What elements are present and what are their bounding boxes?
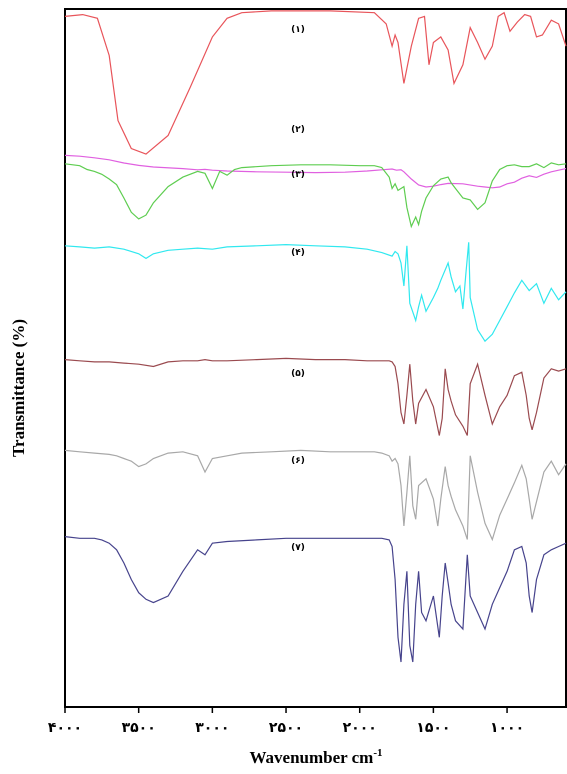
series-label-5: (۵) <box>291 369 305 379</box>
series-label-7: (۷) <box>291 543 305 553</box>
series-line-2 <box>64 154 567 189</box>
x-tick-label-5: ۲۰۰۰ <box>343 720 377 736</box>
x-tick-label-3: ۳۰۰۰ <box>195 720 229 736</box>
curve-label-layer: (۱) (۲) (۳) (۴) (۵) (۶) (۷) <box>291 25 305 553</box>
x-axis-title: Wavenumber cm-1 <box>249 747 382 767</box>
series-label-6: (۶) <box>291 456 305 466</box>
series-line-6 <box>64 449 567 542</box>
plot-frame <box>64 8 567 708</box>
series-label-2: (۲) <box>291 125 305 135</box>
series-line-7 <box>64 536 567 663</box>
x-axis-ticks: ۴۰۰۰ ۳۵۰۰ ۳۰۰۰ ۲۵۰۰ ۲۰۰۰ ۱۵۰۰ ۱۰۰۰ <box>48 707 524 736</box>
series-label-3: (۳) <box>291 170 305 180</box>
x-tick-label-2: ۳۵۰۰ <box>122 720 156 736</box>
series-line-5 <box>64 357 567 436</box>
series-line-1 <box>64 10 567 155</box>
x-tick-label-6: ۱۵۰۰ <box>416 720 450 736</box>
series-label-1: (۱) <box>291 25 305 35</box>
x-tick-label-7: ۱۰۰۰ <box>490 720 524 736</box>
y-axis-title: Transmittance (%) <box>9 319 28 457</box>
x-axis-title-superscript: -1 <box>373 747 382 759</box>
series-line-3 <box>64 162 567 229</box>
series-line-4 <box>64 242 567 343</box>
x-axis-title-text: Wavenumber cm <box>249 748 373 767</box>
series-layer <box>64 10 567 663</box>
x-tick-label-4: ۲۵۰۰ <box>269 720 303 736</box>
x-tick-label-1: ۴۰۰۰ <box>48 720 82 736</box>
series-label-4: (۴) <box>291 248 305 258</box>
